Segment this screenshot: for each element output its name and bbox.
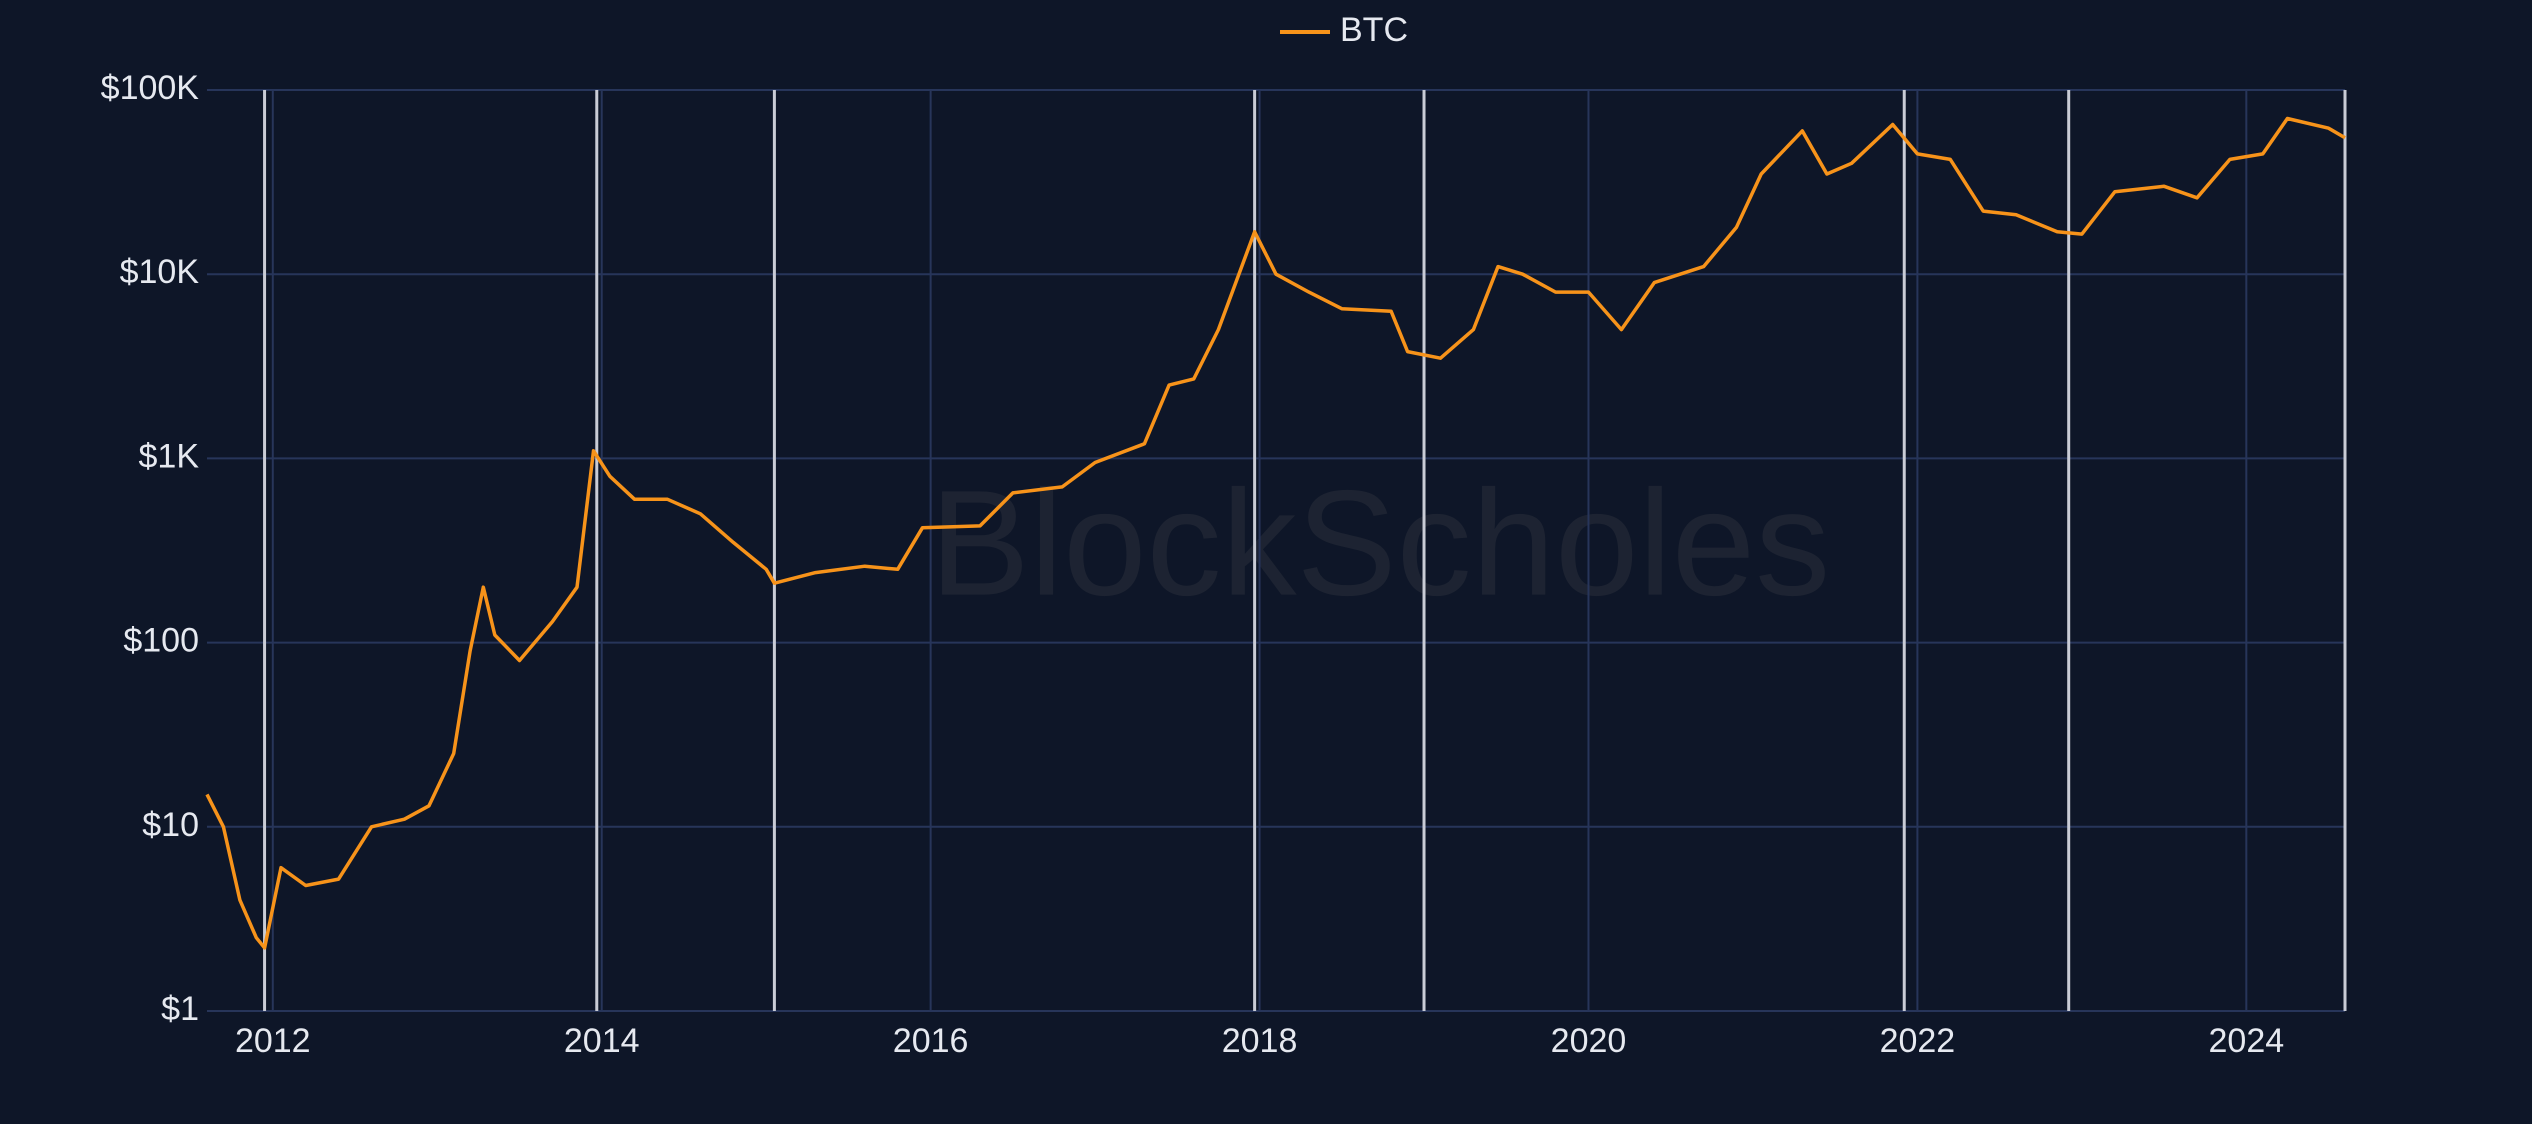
y-tick-label: $100 — [123, 622, 199, 660]
y-tick-label: $1K — [139, 437, 200, 475]
x-tick-label: 2014 — [564, 1022, 640, 1060]
x-tick-label: 2012 — [235, 1022, 311, 1060]
x-tick-label: 2022 — [1880, 1022, 1956, 1060]
y-tick-label: $100K — [101, 69, 200, 107]
y-tick-label: $10K — [120, 253, 200, 291]
y-tick-label: $10 — [142, 806, 199, 844]
x-tick-label: 2024 — [2209, 1022, 2285, 1060]
watermark: BlockScholes — [930, 459, 1830, 627]
y-tick-label: $1 — [161, 990, 199, 1028]
legend-label: BTC — [1340, 11, 1408, 49]
price-line — [205, 116, 2346, 950]
x-tick-label: 2016 — [893, 1022, 969, 1060]
x-tick-label: 2020 — [1551, 1022, 1627, 1060]
x-tick-label: 2018 — [1222, 1022, 1298, 1060]
